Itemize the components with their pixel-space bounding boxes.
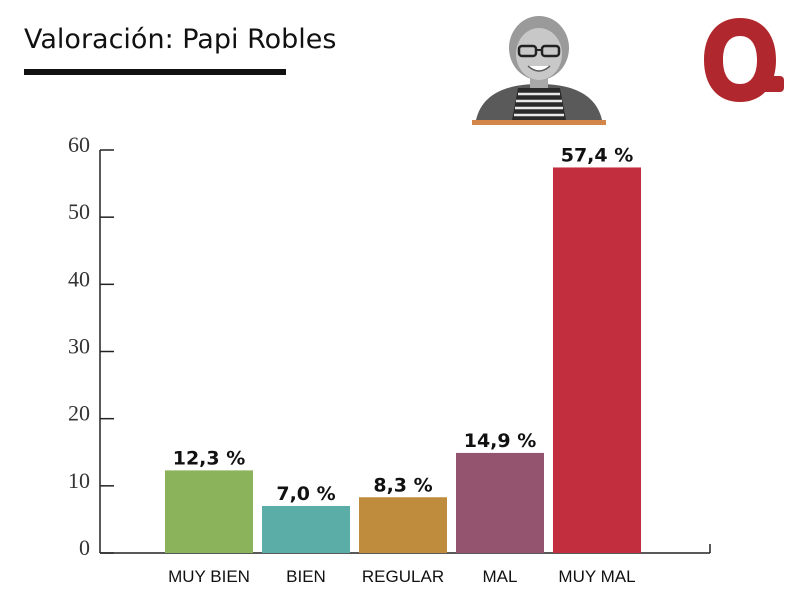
- category-label: MAL: [483, 567, 518, 586]
- page-title: Valoración: Papi Robles: [24, 24, 337, 55]
- y-tick-label: 40: [68, 266, 90, 291]
- category-label: BIEN: [286, 567, 326, 586]
- bar: [359, 497, 447, 553]
- title-underline: [24, 69, 286, 75]
- y-tick-label: 20: [68, 401, 90, 426]
- bar: [553, 167, 641, 554]
- bars: [165, 167, 641, 554]
- category-label: MUY BIEN: [168, 567, 250, 586]
- y-tick-label: 10: [68, 468, 90, 493]
- data-label: 8,3 %: [373, 474, 432, 496]
- data-labels: 12,3 % 7,0 % 8,3 % 14,9 % 57,4 %: [173, 144, 634, 505]
- category-label: REGULAR: [362, 567, 444, 586]
- y-tick-label: 30: [68, 334, 90, 359]
- data-label: 7,0 %: [276, 483, 335, 505]
- y-tick-label: 60: [68, 132, 90, 157]
- y-tick-label: 50: [68, 199, 90, 224]
- bar: [456, 452, 544, 553]
- person-portrait-icon: [468, 8, 610, 126]
- data-label: 12,3 %: [173, 447, 246, 469]
- portrait-base-bar: [472, 120, 606, 125]
- bar: [165, 470, 253, 553]
- y-tick-label: 0: [79, 535, 90, 560]
- data-label: 14,9 %: [464, 430, 537, 452]
- bar: [262, 505, 350, 553]
- data-label: 57,4 %: [561, 144, 634, 166]
- q-logo-icon: [704, 18, 784, 102]
- category-labels: MUY BIEN BIEN REGULAR MAL MUY MAL: [168, 567, 636, 586]
- category-label: MUY MAL: [558, 567, 635, 586]
